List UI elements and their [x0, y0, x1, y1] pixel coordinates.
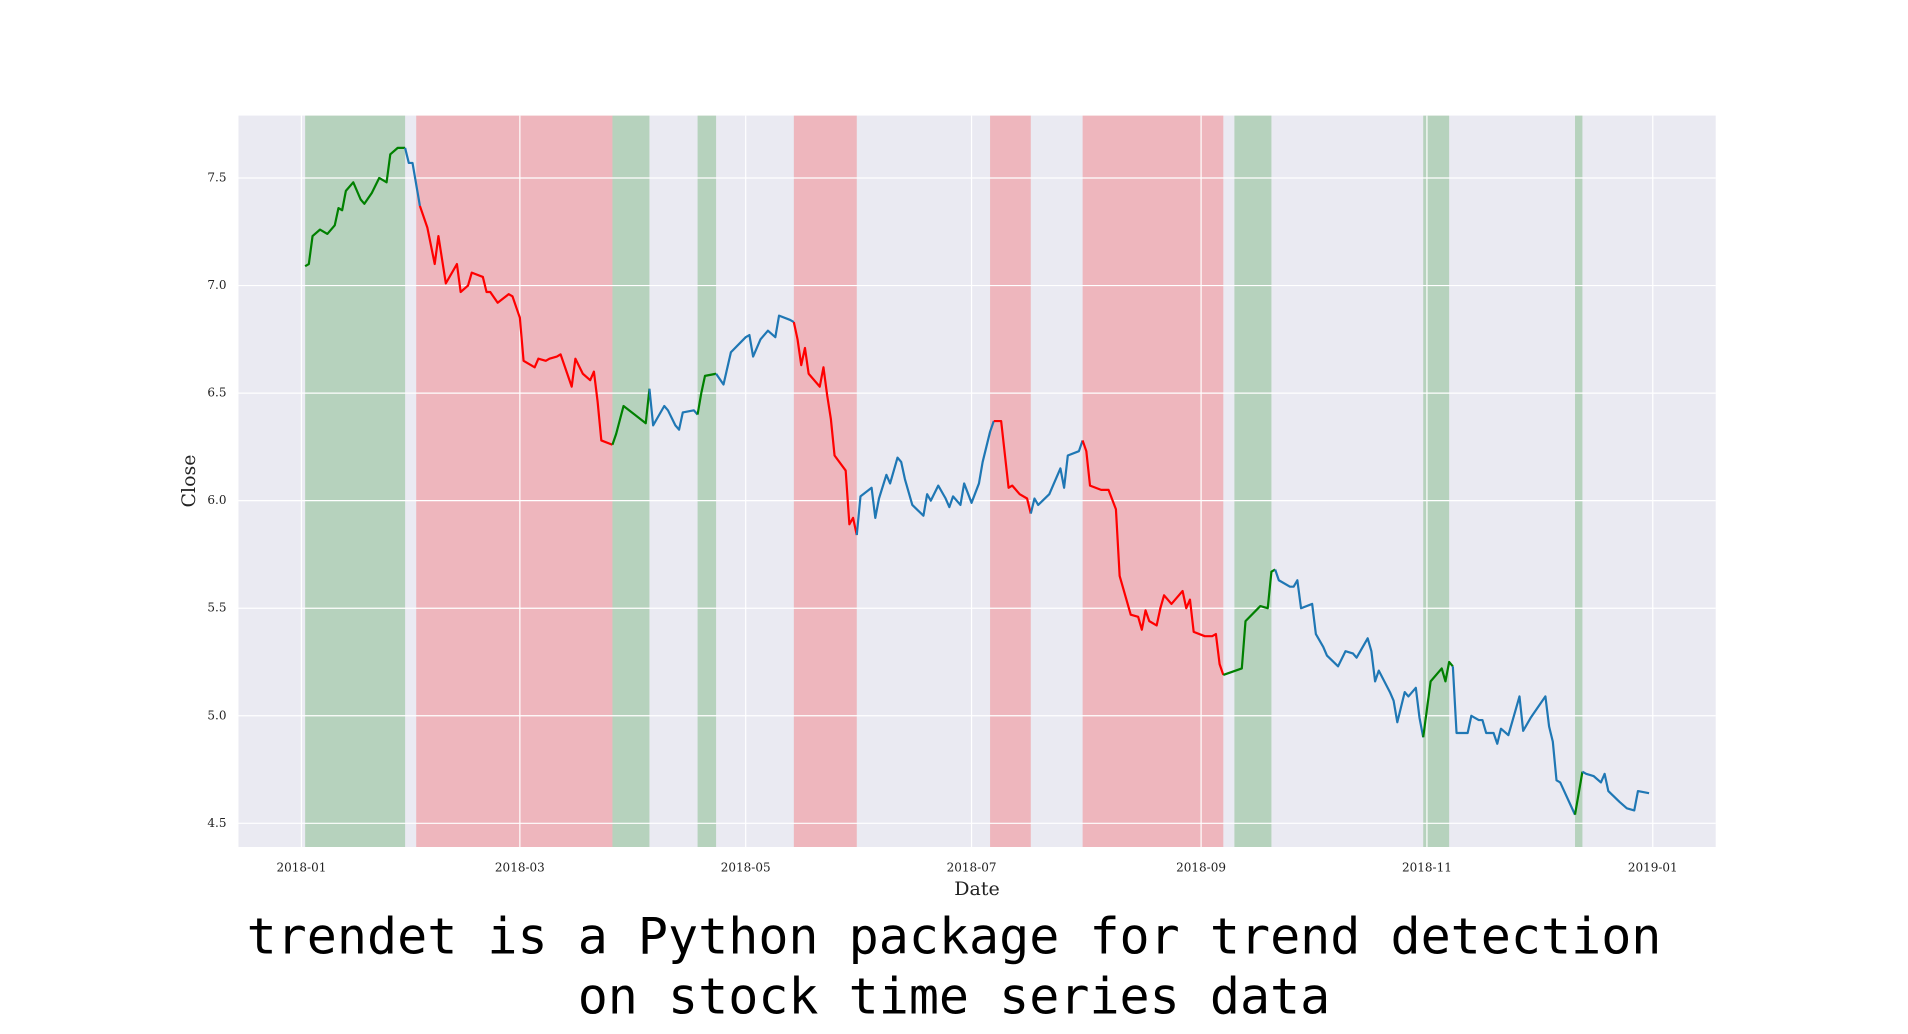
- price-line: [1274, 569, 1425, 738]
- caption-line: on stock time series data: [578, 968, 1331, 1026]
- trend-span: [1234, 115, 1272, 848]
- trend-span: [416, 115, 613, 848]
- x-axis-label: Date: [954, 878, 999, 900]
- x-tick-label: 2018-01: [277, 861, 327, 875]
- price-line: [1581, 770, 1650, 812]
- price-line: [1451, 666, 1577, 816]
- price-line: [418, 205, 613, 446]
- price-line: [404, 147, 421, 207]
- caption-line: trendet is a Python package for trend de…: [247, 908, 1662, 966]
- price-line: [304, 146, 406, 268]
- y-tick-label: 5.0: [207, 708, 226, 722]
- trend-span: [1423, 115, 1450, 848]
- price-line: [1029, 440, 1084, 514]
- plot-area: [238, 115, 1716, 848]
- x-tick-label: 2018-03: [495, 861, 545, 875]
- y-axis-label: Close: [178, 454, 200, 507]
- x-tick-label: 2018-05: [721, 861, 771, 875]
- trend-span: [1575, 115, 1583, 848]
- y-tick-label: 7.5: [207, 170, 226, 184]
- x-tick-label: 2018-07: [947, 861, 997, 875]
- price-line: [611, 388, 651, 446]
- y-tick-label: 4.5: [207, 816, 226, 830]
- y-tick-label: 6.0: [207, 493, 226, 507]
- price-line: [1573, 771, 1584, 815]
- trend-span: [697, 115, 717, 848]
- x-tick-label: 2019-01: [1628, 861, 1678, 875]
- trend-span: [305, 115, 406, 848]
- trend-span: [612, 115, 650, 848]
- x-tick-label: 2018-11: [1402, 861, 1452, 875]
- price-line: [1222, 568, 1276, 676]
- y-tick-label: 7.0: [207, 278, 226, 292]
- price-line: [855, 420, 995, 536]
- y-tick-label: 6.5: [207, 386, 226, 400]
- price-line: [715, 314, 795, 386]
- price-line: [792, 321, 858, 536]
- price-line: [696, 372, 717, 415]
- trend-span: [990, 115, 1031, 848]
- y-tick-label: 5.5: [207, 601, 226, 615]
- price-line: [1081, 440, 1225, 676]
- trend-span: [1082, 115, 1224, 848]
- price-line: [993, 419, 1032, 514]
- price-line: [648, 388, 699, 431]
- x-tick-label: 2018-09: [1176, 861, 1226, 875]
- price-line: [1422, 660, 1454, 738]
